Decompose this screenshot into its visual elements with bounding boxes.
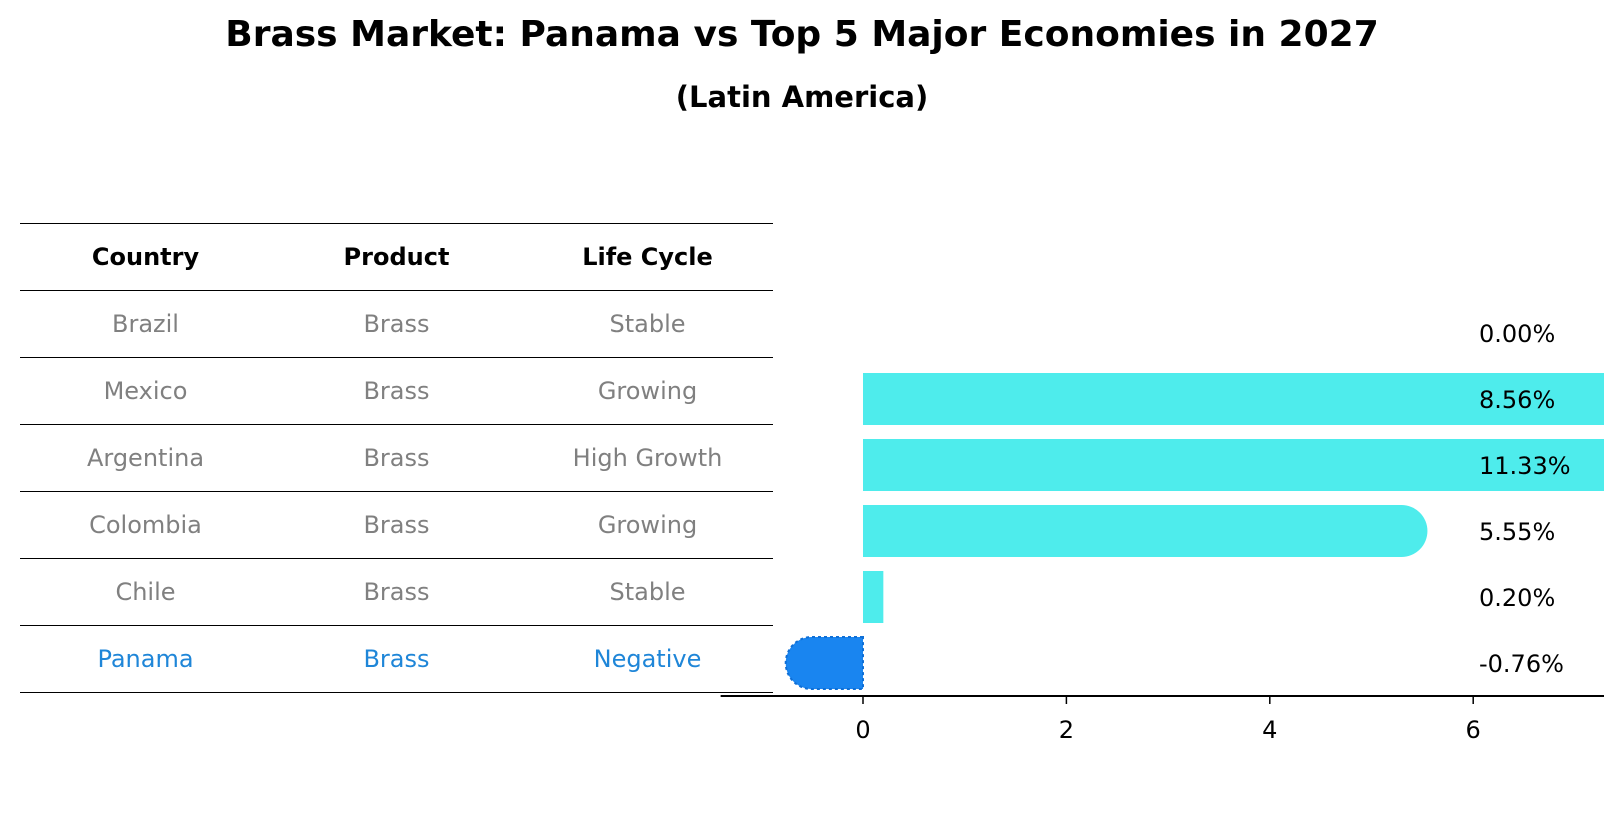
- life-cycle-cell: Growing: [597, 511, 698, 539]
- chart-subtitle: (Latin America): [675, 80, 929, 114]
- table-row: Argentina Brass High Growth: [20, 425, 773, 492]
- table-header-row: Country Product Life Cycle: [20, 224, 773, 291]
- life-cycle-cell: Growing: [597, 377, 698, 405]
- bar-panama: [784, 636, 864, 690]
- table-row: Mexico Brass Growing: [20, 358, 773, 425]
- bar-mexico: [863, 373, 1604, 425]
- x-tick-label: 6: [1466, 716, 1481, 744]
- table-row: Chile Brass Stable: [20, 559, 773, 626]
- country-cell: Chile: [115, 578, 176, 606]
- data-label-brazil: 0.00%: [1479, 320, 1555, 348]
- life-cycle-cell: Negative: [593, 645, 702, 673]
- x-tick-label: 4: [1262, 716, 1277, 744]
- product-cell: Brass: [363, 444, 430, 472]
- country-cell: Brazil: [112, 310, 179, 338]
- bar-chile: [863, 571, 884, 623]
- life-cycle-cell: High Growth: [572, 444, 723, 472]
- x-tick-label: 0: [855, 716, 870, 744]
- product-cell: Brass: [363, 645, 430, 673]
- product-cell: Brass: [363, 377, 430, 405]
- product-cell: Brass: [363, 578, 430, 606]
- country-cell: Colombia: [89, 511, 202, 539]
- table-row: Colombia Brass Growing: [20, 492, 773, 559]
- product-cell: Brass: [363, 310, 430, 338]
- table-row-highlighted: Panama Brass Negative: [20, 626, 773, 693]
- data-label-colombia: 5.55%: [1479, 518, 1555, 546]
- country-cell: Argentina: [86, 444, 205, 472]
- comparison-table: Country Product Life Cycle Brazil Brass …: [20, 223, 773, 693]
- data-label-mexico: 8.56%: [1479, 386, 1555, 414]
- country-cell: Mexico: [103, 377, 188, 405]
- data-label-chile: 0.20%: [1479, 584, 1555, 612]
- data-label-argentina: 11.33%: [1479, 452, 1571, 480]
- chart-title: Brass Market: Panama vs Top 5 Major Econ…: [225, 14, 1379, 55]
- life-cycle-cell: Stable: [609, 310, 686, 338]
- country-cell: Panama: [97, 645, 194, 673]
- x-tick-label: 2: [1059, 716, 1074, 744]
- column-header-country: Country: [91, 243, 200, 271]
- product-cell: Brass: [363, 511, 430, 539]
- data-label-panama: -0.76%: [1479, 650, 1564, 678]
- bar-colombia: [863, 505, 1428, 557]
- bar-argentina: [863, 439, 1604, 491]
- table-row: Brazil Brass Stable: [20, 291, 773, 358]
- column-header-life-cycle: Life Cycle: [582, 243, 713, 271]
- column-header-product: Product: [343, 243, 450, 271]
- life-cycle-cell: Stable: [609, 578, 686, 606]
